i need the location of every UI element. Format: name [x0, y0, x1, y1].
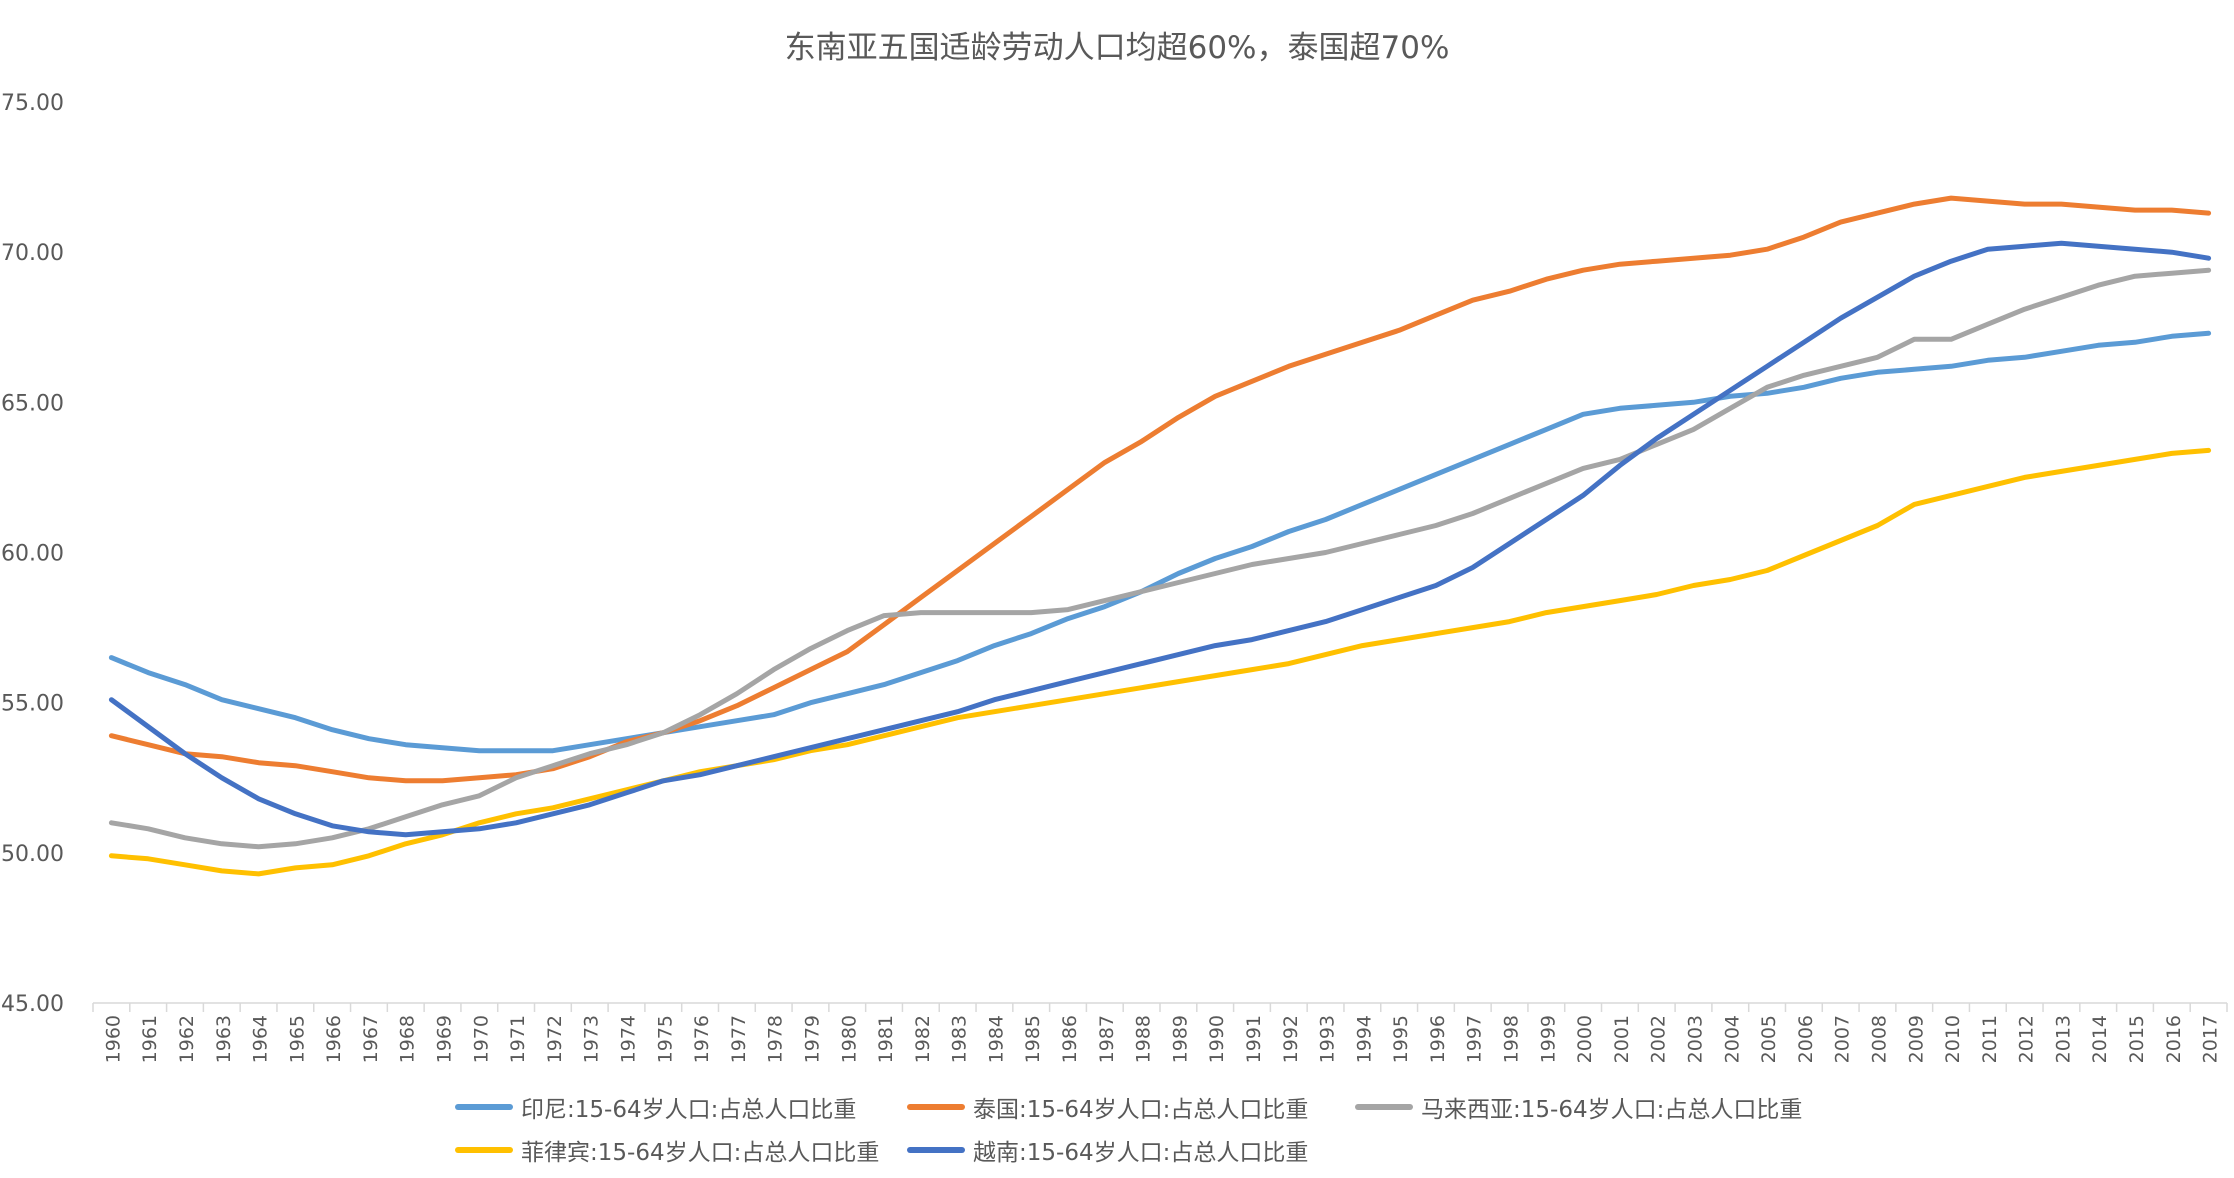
legend-swatch [907, 1104, 965, 1110]
x-tick-label: 1965 [286, 1015, 308, 1063]
x-tick-label: 1960 [102, 1015, 124, 1063]
legend-item-thailand: 泰国:15-64岁人口:占总人口比重 [907, 1090, 1308, 1124]
y-tick-label: 75.00 [1, 91, 64, 116]
x-tick-label: 1966 [323, 1015, 345, 1063]
x-tick-label: 1991 [1243, 1015, 1265, 1063]
x-tick-label: 1980 [838, 1015, 860, 1063]
x-tick-label: 1972 [544, 1015, 566, 1063]
x-tick-label: 1968 [397, 1015, 419, 1063]
x-tick-label: 1977 [728, 1015, 750, 1063]
x-tick-label: 2004 [1721, 1015, 1743, 1063]
legend-swatch [907, 1147, 965, 1153]
legend-item-malaysia: 马来西亚:15-64岁人口:占总人口比重 [1355, 1090, 1802, 1124]
x-tick-label: 2001 [1611, 1015, 1633, 1063]
x-tick-label: 2003 [1685, 1015, 1707, 1063]
x-tick-label: 1995 [1390, 1015, 1412, 1063]
x-tick-label: 1999 [1537, 1015, 1559, 1063]
legend-item-philippines: 菲律宾:15-64岁人口:占总人口比重 [455, 1133, 879, 1167]
legend-item-vietnam: 越南:15-64岁人口:占总人口比重 [907, 1133, 1308, 1167]
x-tick-label: 1971 [507, 1015, 529, 1063]
x-tick-label: 1978 [765, 1015, 787, 1063]
x-tick-label: 1969 [434, 1015, 456, 1063]
x-tick-label: 1961 [139, 1015, 161, 1063]
x-tick-label: 1963 [213, 1015, 235, 1063]
x-tick-label: 1974 [618, 1015, 640, 1063]
x-tick-label: 1967 [360, 1015, 382, 1063]
y-tick-label: 55.00 [1, 692, 64, 717]
x-tick-label: 2006 [1795, 1015, 1817, 1063]
x-tick-label: 2009 [1905, 1015, 1927, 1063]
x-tick-label: 1970 [470, 1015, 492, 1063]
y-tick-label: 70.00 [1, 241, 64, 266]
legend-label: 菲律宾:15-64岁人口:占总人口比重 [521, 1140, 880, 1166]
x-tick-label: 1998 [1501, 1015, 1523, 1063]
x-tick-label: 1992 [1280, 1015, 1302, 1063]
x-tick-label: 1964 [250, 1015, 272, 1063]
x-tick-label: 1976 [691, 1015, 713, 1063]
legend-label: 泰国:15-64岁人口:占总人口比重 [973, 1097, 1309, 1123]
chart-title: 东南亚五国适龄劳动人口均超60%，泰国超70% [784, 30, 1450, 66]
x-tick-label: 2011 [1979, 1015, 2001, 1063]
x-tick-label: 2002 [1648, 1015, 1670, 1063]
x-tick-label: 2007 [1832, 1015, 1854, 1063]
series-line-0 [108, 330, 2212, 754]
x-tick-label: 2016 [2163, 1015, 2185, 1063]
x-tick-label: 2005 [1758, 1015, 1780, 1063]
x-tick-label: 1993 [1317, 1015, 1339, 1063]
x-tick-label: 2000 [1574, 1015, 1596, 1063]
x-tick-label: 1996 [1427, 1015, 1449, 1063]
series-line-2 [108, 267, 2212, 850]
legend-swatch [1355, 1104, 1413, 1110]
x-tick-label: 2008 [1868, 1015, 1890, 1063]
x-tick-label: 1975 [654, 1015, 676, 1063]
x-tick-label: 1962 [176, 1015, 198, 1063]
x-tick-label: 2012 [2016, 1015, 2038, 1063]
y-tick-label: 60.00 [1, 542, 64, 567]
legend-label: 印尼:15-64岁人口:占总人口比重 [521, 1097, 857, 1123]
x-tick-label: 1983 [949, 1015, 971, 1063]
x-tick-label: 1979 [801, 1015, 823, 1063]
series-line-4 [108, 240, 2212, 838]
legend-label: 越南:15-64岁人口:占总人口比重 [973, 1140, 1309, 1166]
x-tick-label: 1984 [985, 1015, 1007, 1063]
x-tick-label: 2010 [1942, 1015, 1964, 1063]
x-tick-label: 2014 [2089, 1015, 2111, 1063]
x-tick-label: 1982 [912, 1015, 934, 1063]
y-tick-label: 65.00 [1, 391, 64, 416]
x-tick-label: 2013 [2052, 1015, 2074, 1063]
y-tick-label: 45.00 [1, 992, 64, 1017]
y-tick-label: 50.00 [1, 842, 64, 867]
x-tick-label: 1988 [1133, 1015, 1155, 1063]
legend-item-indonesia: 印尼:15-64岁人口:占总人口比重 [455, 1090, 856, 1124]
legend-swatch [455, 1147, 513, 1153]
x-tick-label: 1973 [581, 1015, 603, 1063]
x-tick-label: 1997 [1464, 1015, 1486, 1063]
x-tick-label: 1990 [1206, 1015, 1228, 1063]
legend-swatch [455, 1104, 513, 1110]
series-line-1 [108, 195, 2212, 784]
legend-label: 马来西亚:15-64岁人口:占总人口比重 [1421, 1097, 1803, 1123]
x-tick-label: 2015 [2126, 1015, 2148, 1063]
x-tick-label: 1987 [1096, 1015, 1118, 1063]
x-tick-label: 1989 [1169, 1015, 1191, 1063]
x-tick-label: 1985 [1022, 1015, 1044, 1063]
x-tick-label: 1994 [1353, 1015, 1375, 1063]
x-tick-label: 1981 [875, 1015, 897, 1063]
x-tick-label: 2017 [2200, 1015, 2222, 1063]
x-tick-label: 1986 [1059, 1015, 1081, 1063]
